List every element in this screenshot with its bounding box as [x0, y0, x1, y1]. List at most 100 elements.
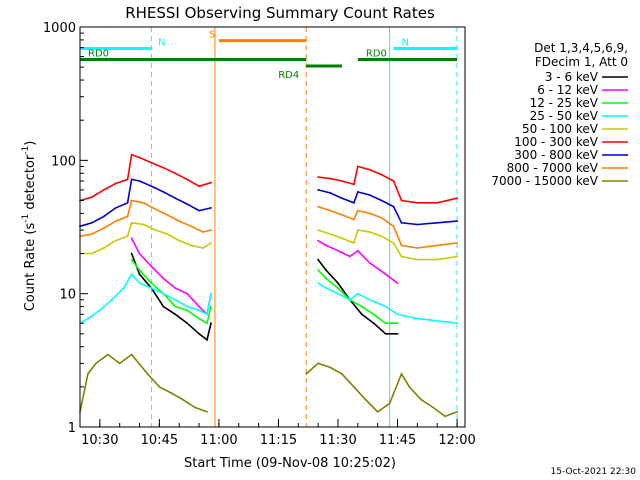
series-point-25-50-kev-20	[384, 305, 387, 308]
series-point-300-800-kev-8	[162, 191, 165, 193]
series-point-6-12-kev-0	[130, 237, 133, 240]
series-point-50-100-kev-1	[91, 252, 93, 255]
series-point-50-100-kev-14	[329, 233, 331, 235]
plot-layer: N N S RD0 RD0 RD4	[79, 27, 458, 427]
flag-n-0-label: N	[158, 37, 165, 48]
series-point-7000-15000-kev-17	[364, 398, 367, 401]
series-point-12-25-kev-13	[360, 305, 363, 308]
series-point-100-300-kev-16	[353, 183, 355, 186]
series-point-7000-15000-kev-13	[317, 362, 319, 365]
series-point-25-50-kev-21	[396, 313, 399, 316]
series-point-50-100-kev-8	[166, 233, 169, 235]
series-point-800-7000-kev-9	[178, 220, 181, 223]
series-point-50-100-kev-15	[341, 237, 343, 240]
series-point-12-25-kev-5	[186, 309, 189, 312]
series-point-25-50-kev-13	[210, 292, 212, 295]
series-point-3-6-kev-3	[162, 305, 165, 308]
legend-label-300-800-kev: 300 - 800 keV	[514, 148, 598, 162]
series-point-300-800-kev-14	[329, 192, 331, 194]
series-point-6-12-kev-11	[337, 249, 339, 252]
flag-s-2-label: S	[209, 30, 215, 41]
series-point-50-100-kev-9	[178, 239, 181, 242]
series-point-7000-15000-kev-25	[456, 410, 458, 413]
series-point-25-50-kev-3	[110, 298, 113, 301]
series-point-25-50-kev-7	[150, 287, 153, 289]
series-point-7000-15000-kev-19	[388, 402, 391, 405]
series-point-300-800-kev-10	[186, 203, 189, 206]
series-point-100-300-kev-3	[114, 182, 117, 185]
series-point-7000-15000-kev-18	[376, 410, 379, 413]
x-tick-label-11-30: 11:30	[319, 433, 356, 448]
series-point-25-50-kev-1	[87, 317, 89, 320]
series-point-6-12-kev-13	[356, 249, 359, 252]
series-point-50-100-kev-13	[317, 229, 319, 232]
series-point-800-7000-kev-16	[353, 218, 355, 221]
series-point-7000-15000-kev-7	[158, 386, 161, 388]
series-point-6-12-kev-3	[162, 277, 165, 280]
series-point-300-800-kev-1	[91, 221, 93, 224]
series-point-50-100-kev-11	[202, 247, 204, 249]
series-point-800-7000-kev-15	[341, 214, 343, 216]
legend-label-100-300-kev: 100 - 300 keV	[514, 135, 598, 149]
series-point-100-300-kev-2	[102, 189, 105, 191]
series-point-25-50-kev-5	[130, 273, 133, 276]
series-point-3-6-kev-16	[396, 332, 399, 335]
series-point-50-100-kev-10	[190, 244, 193, 247]
series-point-100-300-kev-11	[198, 185, 201, 188]
series-point-25-50-kev-22	[416, 317, 419, 320]
series-point-6-12-kev-10	[325, 244, 327, 247]
series-point-300-800-kev-20	[392, 205, 395, 208]
x-tick-label-11-45: 11:45	[379, 433, 416, 448]
series-point-3-6-kev-4	[174, 313, 177, 316]
series-point-25-50-kev-8	[162, 292, 165, 295]
x-tick-label-10-45: 10:45	[141, 433, 178, 448]
series-point-800-7000-kev-21	[400, 244, 403, 247]
legend-label-7000-15000-kev: 7000 - 15000 keV	[491, 174, 598, 188]
series-point-100-300-kev-6	[138, 156, 141, 159]
series-point-50-100-kev-7	[154, 229, 157, 232]
series-point-7000-15000-kev-9	[182, 398, 185, 401]
flag-rd0-4-label: RD0	[366, 49, 387, 60]
series-point-25-50-kev-16	[337, 292, 339, 295]
series-point-300-800-kev-16	[353, 201, 355, 204]
series-point-7000-15000-kev-8	[170, 392, 173, 394]
series-point-800-7000-kev-14	[329, 209, 331, 212]
series-point-300-800-kev-2	[102, 215, 105, 218]
x-tick-label-10-30: 10:30	[81, 433, 118, 448]
series-point-50-100-kev-20	[392, 242, 395, 244]
series-point-6-12-kev-14	[368, 262, 371, 264]
series-point-25-50-kev-18	[356, 292, 359, 295]
flag-n-1-label: N	[402, 37, 409, 48]
series-point-25-50-kev-4	[122, 287, 125, 289]
series-point-6-12-kev-15	[384, 273, 387, 276]
y-tick-label-1: 1	[68, 421, 76, 436]
series-point-100-300-kev-10	[186, 178, 189, 181]
series-point-300-800-kev-12	[210, 207, 212, 209]
series-point-800-7000-kev-23	[436, 244, 439, 247]
series-point-3-6-kev-15	[384, 332, 387, 335]
series-point-300-800-kev-18	[368, 194, 371, 196]
series-point-7000-15000-kev-1	[87, 373, 89, 375]
series-point-300-800-kev-22	[416, 223, 419, 226]
series-point-7000-15000-kev-14	[329, 366, 331, 369]
series-point-12-25-kev-8	[210, 305, 212, 308]
series-point-25-50-kev-9	[174, 298, 177, 301]
series-point-3-6-kev-0	[130, 252, 133, 255]
series-point-100-300-kev-9	[174, 172, 177, 175]
series-point-100-300-kev-13	[317, 176, 319, 178]
series-point-3-6-kev-1	[138, 273, 141, 276]
series-point-100-300-kev-12	[210, 181, 212, 184]
y-tick-label-10: 10	[59, 288, 76, 303]
series-point-800-7000-kev-5	[130, 199, 133, 202]
series-point-300-800-kev-4	[126, 201, 129, 204]
series-point-50-100-kev-3	[114, 239, 117, 242]
series-point-3-6-kev-6	[198, 332, 201, 335]
series-point-100-300-kev-5	[130, 153, 133, 156]
legend-label-12-25-kev: 12 - 25 keV	[530, 96, 599, 110]
series-point-12-25-kev-11	[337, 287, 339, 289]
chart-title: RHESSI Observing Summary Count Rates	[125, 4, 435, 22]
series-point-300-800-kev-5	[130, 178, 133, 181]
series-point-800-7000-kev-7	[154, 208, 157, 211]
